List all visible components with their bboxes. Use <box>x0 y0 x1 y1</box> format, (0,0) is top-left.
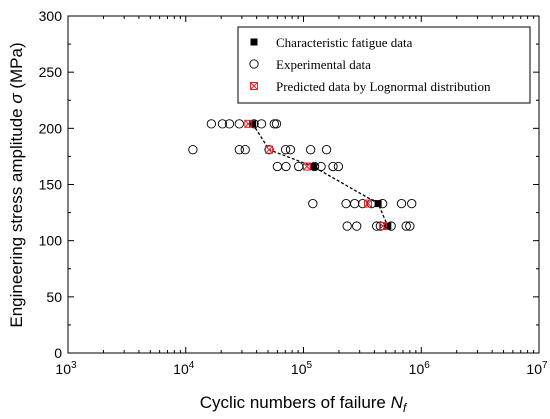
experimental-point <box>341 198 351 209</box>
legend: Characteristic fatigue data Experimental … <box>237 26 531 104</box>
characteristic-point <box>250 38 258 46</box>
experimental-point <box>396 198 407 209</box>
predicted-point <box>378 222 387 231</box>
legend-label: Predicted data by Lognormal distribution <box>276 79 491 94</box>
experimental-point <box>280 145 291 155</box>
predicted-point-box <box>265 145 274 154</box>
experimental-point <box>285 145 296 155</box>
y-tick-label: 100 <box>39 233 63 249</box>
y-axis-label: Engineering stress amplitude σ (MPa) <box>7 42 26 327</box>
experimental-point <box>308 198 318 209</box>
experimental-point <box>256 119 267 129</box>
trend-line <box>252 123 389 227</box>
y-tick-label: 50 <box>46 289 62 305</box>
experimental-point <box>342 221 352 231</box>
predicted-point-cross <box>250 82 258 90</box>
experimental-point <box>294 161 304 172</box>
experimental-point <box>321 145 332 155</box>
characteristic-point <box>384 222 392 230</box>
experimental-point <box>206 119 217 129</box>
experimental-point <box>407 198 417 209</box>
experimental-point <box>269 119 279 129</box>
data-marks <box>188 119 417 231</box>
legend-label: Characteristic fatigue data <box>276 35 413 50</box>
characteristic-point <box>374 200 382 208</box>
predicted-point-cross <box>244 119 253 128</box>
experimental-point <box>271 119 282 129</box>
experimental-point <box>217 119 228 129</box>
predicted-point-box <box>244 119 253 128</box>
characteristic-point <box>249 120 257 128</box>
experimental-point <box>352 221 362 231</box>
predicted-point-box <box>378 222 387 231</box>
x-tick-label: 107 <box>526 360 548 377</box>
x-tick-label: 106 <box>409 360 431 377</box>
legend-label: Experimental data <box>276 57 371 72</box>
experimental-point <box>333 161 344 172</box>
experimental-point <box>350 198 360 209</box>
predicted-point <box>364 199 373 208</box>
y-tick-label: 250 <box>39 64 63 80</box>
experimental-point <box>240 145 250 155</box>
characteristic-point <box>309 163 317 171</box>
experimental-point <box>272 161 283 172</box>
y-tick-label: 300 <box>39 8 63 24</box>
experimental-point <box>316 161 326 172</box>
experimental-point <box>281 161 291 172</box>
tick-labels: 0 50 100 150 200 250 300 103 104 105 106 107 <box>39 8 548 377</box>
predicted-point-cross <box>265 145 273 154</box>
axis-ticks <box>67 15 540 354</box>
y-tick-label: 200 <box>39 120 63 136</box>
y-tick-label: 0 <box>54 345 62 361</box>
predicted-point-cross <box>303 162 311 171</box>
experimental-point <box>305 145 316 155</box>
experimental-point <box>371 221 382 231</box>
x-axis-label: Cyclic numbers of failure Nf <box>200 393 408 415</box>
experimental-point <box>234 119 244 129</box>
legend-box <box>237 26 531 104</box>
predicted-point <box>250 82 258 90</box>
predicted-point-cross <box>364 199 372 208</box>
y-tick-label: 150 <box>39 177 63 193</box>
x-tick-label: 105 <box>291 360 313 377</box>
predicted-point-box <box>364 199 373 208</box>
predicted-point <box>244 119 253 128</box>
predicted-point-box <box>250 82 258 90</box>
x-tick-label: 103 <box>55 360 77 377</box>
experimental-point <box>405 221 415 231</box>
experimental-point <box>224 119 235 129</box>
x-tick-label: 104 <box>173 360 195 377</box>
experimental-point <box>234 145 244 155</box>
experimental-point <box>401 221 411 231</box>
predicted-point <box>302 162 311 171</box>
predicted-point-box <box>302 162 311 171</box>
predicted-point-cross <box>379 222 387 230</box>
experimental-point <box>188 145 198 155</box>
experimental-point <box>264 145 274 155</box>
experimental-point <box>328 161 338 172</box>
predicted-point <box>265 145 274 154</box>
experimental-point <box>249 59 259 69</box>
